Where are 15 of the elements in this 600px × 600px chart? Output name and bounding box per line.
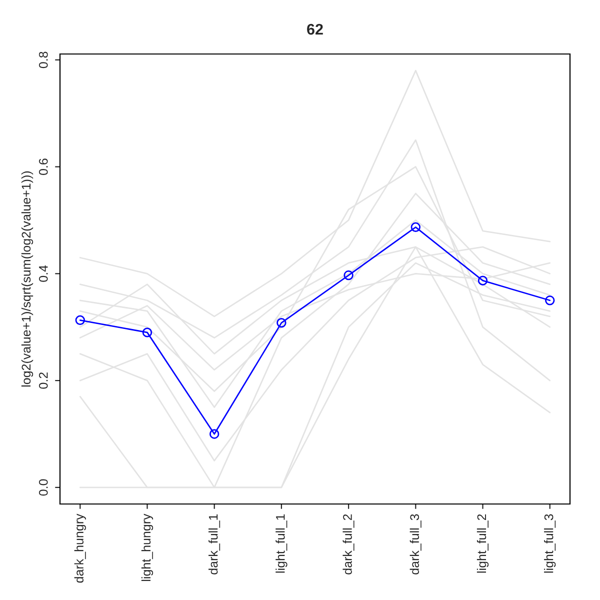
chart-title: 62	[307, 24, 323, 35]
y-tick-label: 0.2	[38, 372, 48, 389]
x-tick-label: dark_full_1	[208, 514, 220, 574]
y-axis-title: log2(value+1)/sqrt(sum(log2(value+1)))	[21, 171, 34, 387]
x-tick-label: dark_full_3	[410, 514, 422, 574]
y-tick-label: 0.6	[38, 158, 48, 175]
x-tick-label: light_full_2	[476, 514, 489, 573]
x-tick-label: light_full_3	[544, 514, 556, 573]
x-tick-label: dark_hungry	[74, 514, 86, 583]
x-tick-label: light_hungry	[141, 514, 154, 581]
y-tick-label: 0.4	[38, 265, 48, 282]
x-tick-label: dark_full_2	[342, 514, 354, 574]
x-tick-label: light_full_1	[276, 514, 288, 573]
y-tick-label: 0.8	[38, 52, 48, 68]
y-tick-label: 0.0	[38, 479, 48, 496]
